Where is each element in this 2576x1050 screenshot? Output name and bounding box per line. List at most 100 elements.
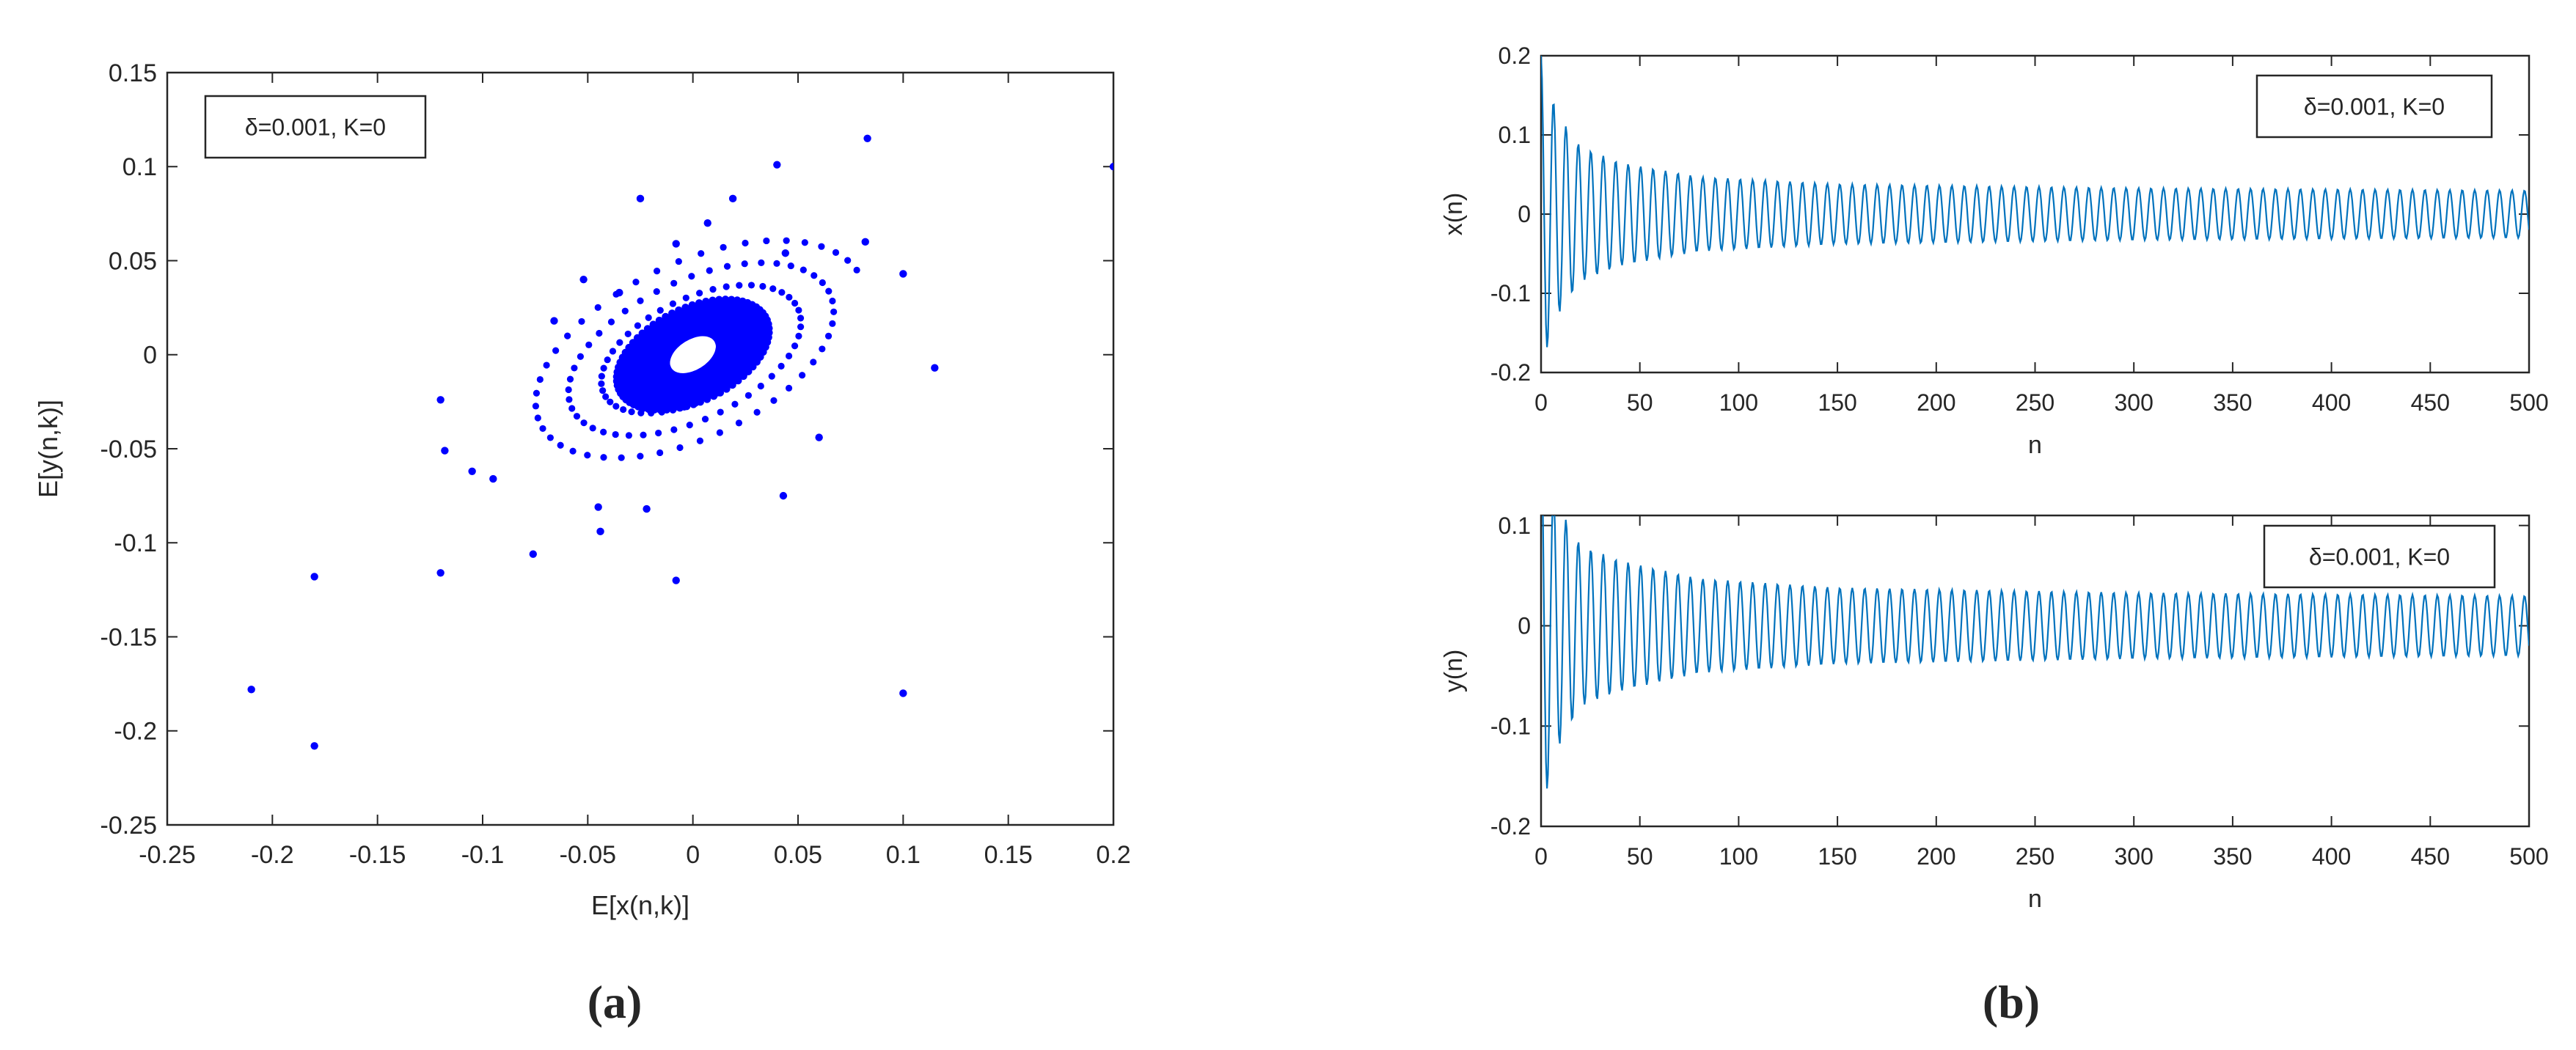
y-tick-label: 0 — [1518, 613, 1531, 639]
scatter-point — [577, 353, 584, 360]
x-tick-label: 100 — [1719, 843, 1758, 870]
y-timeseries-panel: 0 50 100 150 200 250 300 350 400 450 500 -0.2 -0.1 0 0… — [1440, 513, 2549, 913]
scatter-point — [786, 293, 793, 301]
scatter-point — [759, 282, 766, 290]
scatter-point — [602, 393, 610, 400]
scatter-point — [550, 317, 558, 325]
scatter-point — [655, 316, 664, 325]
scatter-point — [607, 398, 614, 405]
scatter-point — [801, 239, 808, 246]
scatter-point — [791, 299, 799, 307]
scatter-point — [628, 408, 635, 416]
scatter-point — [810, 359, 817, 366]
scatter-point — [668, 309, 676, 317]
x-tick-label: -0.05 — [560, 841, 617, 869]
scatter-point — [762, 342, 769, 349]
legend-text: δ=0.001, K=0 — [2309, 544, 2450, 570]
scatter-point — [701, 415, 709, 423]
scatter-point — [723, 383, 731, 391]
scatter-point — [656, 306, 664, 314]
y-tick-label: -0.25 — [100, 812, 158, 840]
scatter-point — [310, 573, 318, 581]
scatter-point — [722, 283, 730, 290]
scatter-point — [829, 320, 836, 327]
scatter-point — [643, 325, 652, 333]
scatter-point — [637, 297, 644, 304]
scatter-point — [692, 400, 699, 407]
scatter-point — [620, 405, 627, 414]
scatter-point — [818, 243, 825, 250]
y-tick-label: -0.1 — [1490, 280, 1531, 306]
scatter-point — [764, 335, 772, 342]
x-tick-label: 350 — [2213, 389, 2252, 416]
scatter-point — [709, 285, 717, 293]
x-tick-label: 0.1 — [886, 841, 921, 869]
scatter-point — [747, 282, 755, 289]
scatter-point — [728, 194, 737, 203]
scatter-point — [670, 279, 678, 287]
scatter-point — [723, 262, 731, 270]
scatter-point — [703, 219, 711, 227]
scatter-point — [637, 452, 644, 460]
scatter-point — [744, 392, 753, 399]
scatter-point — [658, 408, 665, 416]
scatter-point — [797, 315, 805, 322]
y-tick-label: -0.15 — [100, 623, 158, 651]
scatter-point — [758, 314, 766, 321]
scatter-point — [714, 389, 721, 397]
scatter-point — [721, 295, 730, 304]
scatter-point — [596, 527, 604, 536]
scatter-point — [589, 425, 596, 432]
y-tick-label: 0 — [1518, 201, 1531, 227]
scatter-point — [636, 194, 645, 203]
scatter-point — [596, 329, 603, 337]
scatter-point — [669, 406, 677, 414]
scatter-point — [579, 275, 588, 284]
axes-frame — [1540, 514, 2531, 828]
x-tick-label: 450 — [2411, 389, 2450, 416]
scatter-point — [720, 243, 727, 251]
x-tick-label: -0.25 — [139, 841, 196, 869]
x-tick-label: 500 — [2509, 389, 2548, 416]
scatter-point — [529, 550, 537, 558]
scatter-point — [1109, 163, 1113, 171]
scatter-point — [758, 259, 765, 266]
scatter-point — [769, 285, 777, 293]
scatter-point — [763, 237, 770, 245]
x-tick-label: 100 — [1719, 389, 1758, 416]
scatter-point — [787, 262, 794, 270]
scatter-point — [612, 430, 619, 438]
scatter-point — [753, 408, 761, 416]
scatter-point — [686, 422, 693, 429]
scatter-point — [584, 452, 591, 459]
x-tick-label: 400 — [2312, 389, 2351, 416]
scatter-point — [797, 323, 805, 331]
scatter-point — [618, 454, 625, 461]
scatter-point — [773, 161, 781, 169]
scatter-point — [656, 449, 664, 457]
scatter-point — [681, 304, 689, 312]
x-tick-label: -0.2 — [251, 841, 294, 869]
scatter-point — [247, 686, 255, 694]
scatter-point — [655, 429, 662, 437]
x-tick-label: 450 — [2411, 843, 2450, 870]
scatter-point — [757, 382, 764, 390]
y-tick-label: -0.05 — [100, 436, 158, 463]
scatter-point — [717, 304, 724, 312]
scatter-point — [764, 323, 771, 331]
scatter-point — [778, 289, 786, 296]
scatter-point — [637, 409, 645, 416]
scatter-point — [863, 134, 871, 142]
legend-text: δ=0.001, K=0 — [2304, 94, 2445, 120]
scatter-point — [689, 311, 697, 318]
scatter-point — [725, 304, 733, 311]
scatter-point — [675, 306, 683, 315]
scatter-point — [733, 304, 741, 312]
scatter-point — [568, 405, 576, 412]
x-tick-label: 300 — [2115, 389, 2154, 416]
y-tick-label: -0.2 — [1490, 813, 1531, 840]
scatter-point — [688, 301, 697, 309]
scatter-point — [861, 238, 869, 246]
scatter-point — [598, 380, 605, 387]
scatter-point — [754, 356, 761, 364]
